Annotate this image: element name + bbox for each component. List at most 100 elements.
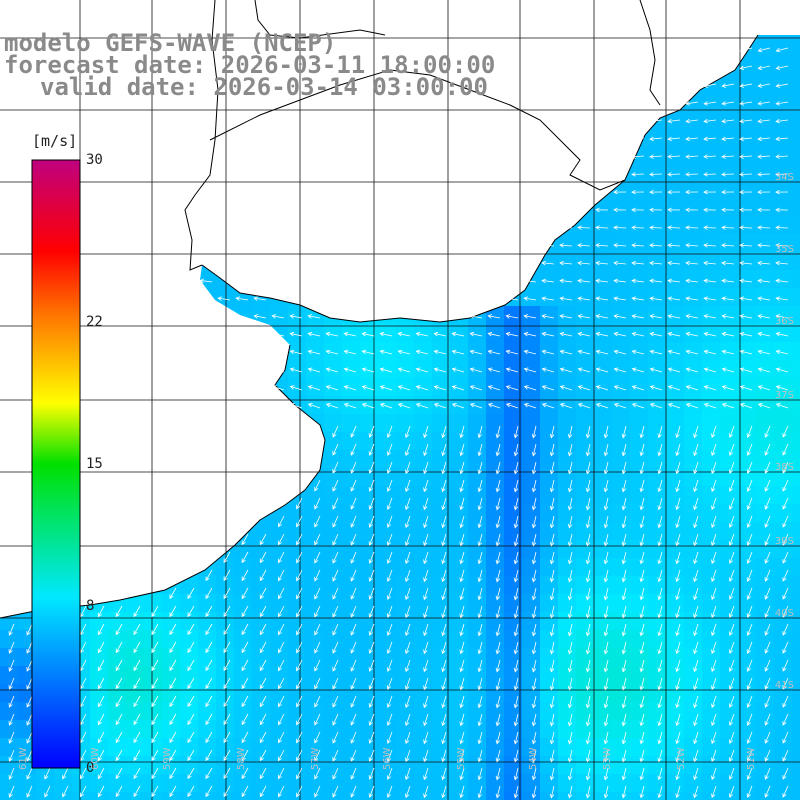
wind-arrow (631, 260, 645, 266)
field-cell (576, 558, 594, 576)
field-cell (594, 306, 612, 324)
field-cell (702, 216, 720, 234)
wind-arrow (775, 225, 789, 230)
wind-arrow (711, 479, 717, 493)
field-cell (648, 486, 666, 504)
wind-arrow (379, 349, 393, 355)
wind-arrow (757, 118, 771, 124)
field-cell (540, 378, 558, 396)
wind-arrow (782, 623, 789, 636)
wind-arrow (459, 641, 465, 655)
field-cell (558, 774, 576, 792)
wind-arrow (441, 713, 447, 727)
field-cell (522, 414, 540, 432)
wind-arrow (314, 551, 321, 564)
wind-arrow (764, 515, 771, 528)
wind-arrow (459, 497, 465, 511)
wind-arrow (8, 767, 15, 780)
wind-arrow (169, 659, 177, 672)
wind-arrow (259, 551, 267, 564)
wind-arrow (675, 731, 681, 745)
wind-arrow (241, 641, 249, 654)
wind-arrow (343, 385, 357, 391)
field-cell (522, 360, 540, 378)
field-cell (720, 720, 738, 738)
wind-arrow (26, 677, 33, 690)
wind-arrow (775, 207, 789, 213)
field-cell (738, 252, 756, 270)
wind-arrow (739, 101, 753, 106)
wind-arrow (307, 314, 321, 319)
field-cell (684, 504, 702, 522)
wind-arrow (296, 749, 303, 762)
wind-arrow (277, 749, 285, 762)
field-cell (666, 378, 684, 396)
field-cell (738, 342, 756, 360)
wind-arrow (495, 623, 501, 637)
field-cell (738, 378, 756, 396)
colorbar (31, 159, 81, 769)
field-cell (612, 504, 630, 522)
latitude-label: 41S (774, 680, 794, 691)
field-cell (648, 576, 666, 594)
wind-arrow (585, 551, 591, 565)
wind-arrow (513, 497, 519, 511)
wind-arrow (350, 515, 357, 528)
wind-arrow (223, 785, 231, 798)
field-cell (576, 594, 594, 612)
wind-arrow (757, 403, 771, 409)
field-cell (594, 450, 612, 468)
field-cell (648, 252, 666, 270)
field-cell (630, 288, 648, 306)
field-cell (468, 630, 486, 648)
wind-arrow (459, 425, 465, 439)
field-cell (522, 774, 540, 792)
wind-arrow (277, 551, 285, 564)
field-cell (540, 594, 558, 612)
wind-arrow (62, 785, 69, 798)
wind-arrow (639, 785, 645, 799)
wind-arrow (739, 47, 753, 53)
wind-arrow (343, 367, 357, 373)
field-cell (684, 144, 702, 162)
wind-arrow (721, 136, 735, 142)
wind-arrow (675, 713, 681, 727)
wind-arrow (711, 461, 717, 475)
wind-arrow (368, 767, 375, 780)
field-cell (756, 180, 774, 198)
field-cell (594, 504, 612, 522)
wind-arrow (368, 587, 375, 600)
wind-arrow (667, 118, 681, 124)
field-cell (576, 504, 594, 522)
wind-arrow (693, 731, 699, 745)
wind-arrow (115, 785, 123, 798)
field-cell (522, 306, 540, 324)
wind-arrow (746, 713, 753, 726)
wind-arrow (307, 385, 321, 391)
wind-arrow (469, 403, 483, 409)
field-cell (630, 594, 648, 612)
field-cell (630, 630, 648, 648)
wind-arrow (549, 605, 555, 619)
wind-arrow (368, 497, 375, 510)
wind-arrow (595, 225, 609, 230)
field-cell (288, 576, 306, 594)
field-cell (720, 774, 738, 792)
wind-arrow (296, 515, 303, 528)
wind-arrow (613, 243, 627, 248)
wind-arrow (368, 677, 375, 690)
wind-arrow (585, 569, 591, 583)
wind-arrow (685, 189, 699, 195)
field-cell (288, 756, 306, 774)
field-cell (666, 342, 684, 360)
field-cell (630, 702, 648, 720)
field-cell (486, 702, 504, 720)
wind-arrow (368, 533, 375, 546)
wind-arrow (296, 641, 303, 654)
wind-arrow (441, 515, 447, 529)
field-cell (792, 396, 800, 414)
wind-arrow (757, 260, 771, 266)
wind-arrow (585, 749, 591, 763)
wind-arrow (764, 767, 771, 780)
wind-arrow (721, 260, 735, 266)
